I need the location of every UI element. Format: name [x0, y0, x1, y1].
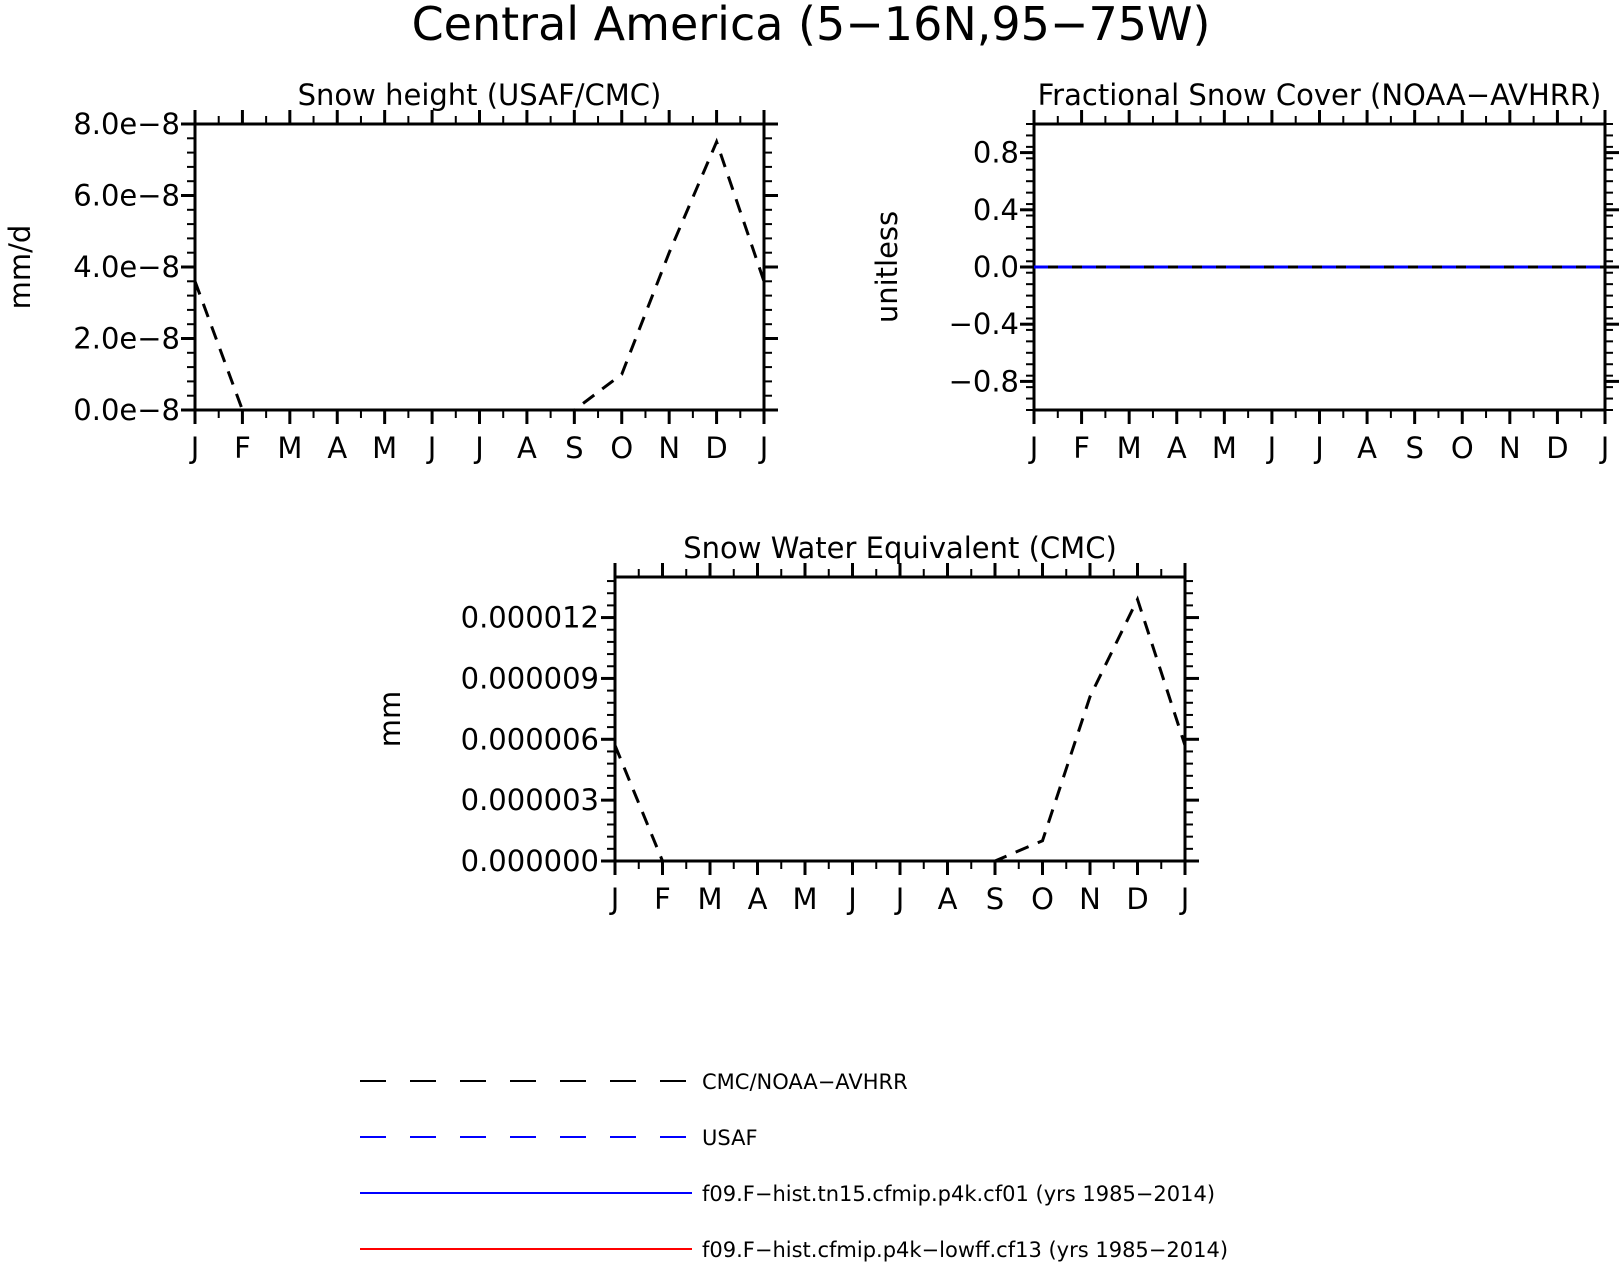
x-tick-label: O	[1031, 882, 1054, 916]
y-tick-label: 0.0	[973, 250, 1019, 284]
x-tick-label: J	[758, 431, 769, 465]
y-axis-label: unitless	[870, 211, 904, 323]
plot-frame	[193, 122, 766, 412]
panel-title: Snow Water Equivalent (CMC)	[683, 531, 1117, 565]
x-tick-label: O	[1451, 431, 1474, 465]
y-tick-label: 0.0e−8	[73, 393, 180, 427]
x-tick-label: A	[938, 882, 958, 916]
x-tick-label: D	[1546, 431, 1568, 465]
x-tick-label: A	[327, 431, 347, 465]
y-tick-label: 0.000000	[461, 844, 599, 878]
y-tick-label: 0.000012	[461, 601, 599, 635]
x-tick-label: A	[517, 431, 537, 465]
x-tick-label: J	[1313, 431, 1324, 465]
y-tick-label: −0.4	[949, 307, 1019, 341]
x-tick-label: J	[1266, 431, 1277, 465]
x-tick-label: N	[1499, 431, 1521, 465]
x-tick-label: S	[565, 431, 583, 465]
panel-title: Fractional Snow Cover (NOAA−AVHRR)	[1038, 78, 1602, 112]
legend-label-2: USAF	[702, 1126, 758, 1150]
y-tick-label: 6.0e−8	[73, 179, 180, 213]
x-tick-label: A	[1167, 431, 1187, 465]
x-tick-label: J	[1599, 431, 1610, 465]
x-tick-label: M	[277, 431, 302, 465]
x-tick-label: A	[748, 882, 768, 916]
y-tick-label: −0.8	[949, 364, 1019, 398]
x-tick-label: J	[473, 431, 484, 465]
series-line-1	[193, 137, 766, 412]
x-tick-label: D	[705, 431, 727, 465]
x-tick-label: S	[986, 882, 1004, 916]
x-tick-label: N	[658, 431, 680, 465]
y-tick-label: 0.8	[973, 136, 1019, 170]
x-tick-label: F	[234, 431, 251, 465]
x-tick-label: S	[1405, 431, 1423, 465]
x-tick-label: M	[1212, 431, 1237, 465]
x-tick-label: J	[1179, 882, 1190, 916]
x-tick-label: J	[189, 431, 200, 465]
legend: CMC/NOAA−AVHRR USAF f09.F−hist.tn15.cfmip.…	[360, 1070, 1228, 1262]
y-tick-label: 2.0e−8	[73, 322, 180, 356]
x-tick-label: J	[1028, 431, 1039, 465]
x-tick-label: M	[372, 431, 397, 465]
chart-panel-2: Fractional Snow Cover (NOAA−AVHRR)J F M A M J…	[870, 78, 1619, 465]
series-line-1	[613, 595, 1187, 863]
y-axis-label: mm/d	[3, 225, 37, 310]
y-tick-label: 4.0e−8	[73, 250, 180, 284]
x-tick-label: J	[609, 882, 620, 916]
y-tick-label: 0.000003	[461, 783, 599, 817]
legend-label-1: CMC/NOAA−AVHRR	[702, 1070, 908, 1094]
x-tick-label: J	[426, 431, 437, 465]
legend-label-3: f09.F−hist.tn15.cfmip.p4k.cf01 (yrs 1985…	[702, 1182, 1215, 1206]
y-axis-label: mm	[373, 691, 407, 748]
y-tick-label: 8.0e−8	[73, 107, 180, 141]
figure-title: Central America (5−16N,95−75W)	[412, 0, 1211, 51]
x-tick-label: M	[792, 882, 817, 916]
y-tick-label: 0.4	[973, 193, 1019, 227]
x-tick-label: A	[1357, 431, 1377, 465]
x-tick-label: M	[1117, 431, 1142, 465]
x-tick-label: F	[1073, 431, 1090, 465]
x-tick-label: M	[697, 882, 722, 916]
y-tick-label: 0.000009	[461, 661, 599, 695]
panel-title: Snow height (USAF/CMC)	[298, 78, 662, 112]
x-tick-label: O	[610, 431, 633, 465]
x-tick-label: J	[846, 882, 857, 916]
x-tick-label: F	[654, 882, 671, 916]
plot-frame	[613, 575, 1187, 863]
x-tick-label: N	[1079, 882, 1101, 916]
x-tick-label: J	[894, 882, 905, 916]
legend-label-4: f09.F−hist.cfmip.p4k−lowff.cf13 (yrs 198…	[702, 1238, 1228, 1262]
chart-panel-3: Snow Water Equivalent (CMC)J F M A M J J A S O N D J…	[373, 531, 1199, 916]
chart-panel-1: Snow height (USAF/CMC)J F M A M J J A S O N D J0.0e−…	[3, 78, 778, 465]
y-tick-label: 0.000006	[461, 722, 599, 756]
x-tick-label: D	[1126, 882, 1148, 916]
